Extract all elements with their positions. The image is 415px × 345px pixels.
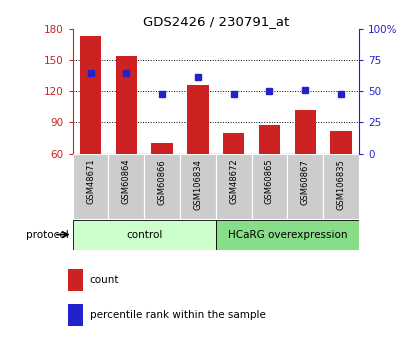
Bar (287, 154, 323, 219)
Text: GSM60864: GSM60864 (122, 159, 131, 204)
Bar (323, 154, 359, 219)
Text: GSM60865: GSM60865 (265, 159, 274, 204)
Bar (259, 125, 280, 154)
Bar (73, 154, 108, 219)
Text: HCaRG overexpression: HCaRG overexpression (228, 230, 347, 239)
Bar (216, 220, 359, 249)
Text: count: count (90, 275, 119, 285)
Text: GSM48671: GSM48671 (86, 159, 95, 204)
Bar (151, 143, 173, 154)
Text: GSM60866: GSM60866 (158, 159, 166, 205)
Text: GSM106835: GSM106835 (337, 159, 346, 210)
Text: protocol: protocol (26, 230, 68, 239)
Text: GSM60867: GSM60867 (301, 159, 310, 205)
Bar (295, 110, 316, 154)
Text: control: control (126, 230, 162, 239)
Text: GSM106834: GSM106834 (193, 159, 203, 210)
Bar (68, 269, 83, 291)
Bar (251, 154, 287, 219)
Bar (144, 154, 180, 219)
Text: percentile rank within the sample: percentile rank within the sample (90, 310, 266, 319)
Bar (68, 304, 83, 326)
Bar (73, 220, 216, 249)
Bar (216, 154, 251, 219)
Bar (108, 154, 144, 219)
Bar (180, 154, 216, 219)
Bar (223, 133, 244, 154)
Bar (80, 36, 101, 154)
Text: GSM48672: GSM48672 (229, 159, 238, 204)
Bar (187, 85, 209, 154)
Bar (115, 56, 137, 154)
Bar (330, 131, 352, 154)
Title: GDS2426 / 230791_at: GDS2426 / 230791_at (143, 15, 289, 28)
